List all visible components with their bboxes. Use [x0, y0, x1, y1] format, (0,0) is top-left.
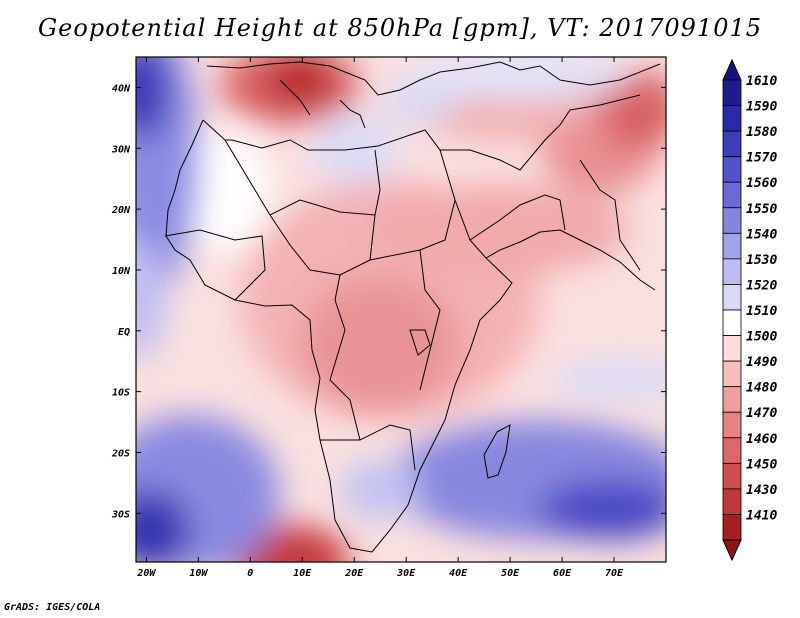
lon-tick-label: 70E — [605, 568, 624, 579]
colorbar-label: 1570 — [746, 151, 777, 166]
colorbar-swatch — [722, 437, 742, 464]
axis-ticks: 20W 10W 0 10E 20E 30E 40E 50E 60E 70E 40N 30N 20N 10N… — [111, 57, 666, 579]
lat-tick-label: 20N — [111, 205, 131, 216]
colorbar-label: 1480 — [746, 381, 777, 396]
colorbar-top-arrow — [722, 58, 742, 81]
colorbar-swatch — [722, 411, 742, 439]
colorbar-label: 1540 — [746, 227, 777, 242]
colorbar-swatch — [722, 130, 742, 158]
lon-tick-label: 60E — [553, 568, 572, 579]
colorbar-label: 1510 — [746, 304, 777, 319]
lat-tick-label: EQ — [118, 327, 130, 338]
colorbar-label: 1550 — [746, 202, 777, 217]
colorbar-swatch — [722, 105, 742, 132]
colorbar-label: 1500 — [746, 330, 777, 345]
lon-tick-label: 40E — [449, 568, 468, 579]
lon-tick-label: 10E — [293, 568, 312, 579]
lat-tick-label: 30S — [111, 509, 130, 520]
colorbar-swatch — [722, 514, 742, 541]
colorbar-label: 1560 — [746, 176, 777, 191]
lat-tick-label: 10S — [112, 388, 130, 399]
coastlines — [164, 61, 661, 553]
lon-tick-label: 0 — [247, 568, 253, 579]
lat-tick-label: 30N — [111, 144, 131, 155]
colorbar-label: 1610 — [746, 74, 777, 89]
lon-tick-label: 30E — [396, 568, 416, 579]
lon-tick-label: 50E — [501, 568, 520, 579]
colorbar-swatch — [722, 284, 742, 311]
colorbar-swatch — [722, 462, 742, 490]
colorbar-swatch — [722, 207, 742, 234]
colorbar-label: 1580 — [746, 125, 777, 140]
colorbar-label: 1450 — [746, 457, 777, 472]
colorbar-swatch — [722, 79, 742, 106]
footer-credit: GrADS: IGES/COLA — [4, 602, 101, 613]
colorbar-bottom-arrow — [722, 539, 742, 562]
colorbar-swatch — [722, 232, 742, 260]
lat-tick-label: 20S — [111, 448, 130, 459]
colorbar-swatch — [722, 335, 742, 362]
map-frame — [135, 56, 667, 563]
colorbar-swatch — [722, 156, 742, 183]
colorbar-swatch — [722, 258, 742, 285]
colorbar-label: 1430 — [746, 483, 777, 498]
colorbar-label: 1410 — [746, 508, 777, 523]
colorbar-label: 1470 — [746, 406, 777, 421]
colorbar-label: 1520 — [746, 278, 777, 293]
colorbar-swatch — [722, 386, 742, 413]
colorbar-swatch — [722, 488, 742, 515]
colorbar-legend: 1610 1590 1580 1570 1560 1550 1540 1530 1520 1510… — [722, 58, 777, 562]
colorbar-label: 1530 — [746, 253, 777, 268]
lat-tick-label: 10N — [112, 266, 131, 277]
colorbar-label: 1490 — [746, 355, 777, 370]
lon-tick-label: 10W — [189, 568, 208, 579]
colorbar-swatch — [722, 309, 742, 336]
lat-tick-label: 40N — [112, 83, 131, 94]
chart-title: Geopotential Height at 850hPa [gpm], VT:… — [38, 14, 762, 42]
colorbar-label: 1590 — [746, 100, 777, 115]
lon-tick-label: 20W — [136, 568, 156, 579]
lon-tick-label: 20E — [344, 568, 364, 579]
colorbar-label: 1460 — [746, 432, 777, 447]
colorbar-swatch — [722, 360, 742, 388]
height-field — [136, 57, 666, 562]
colorbar-swatch — [722, 181, 742, 209]
